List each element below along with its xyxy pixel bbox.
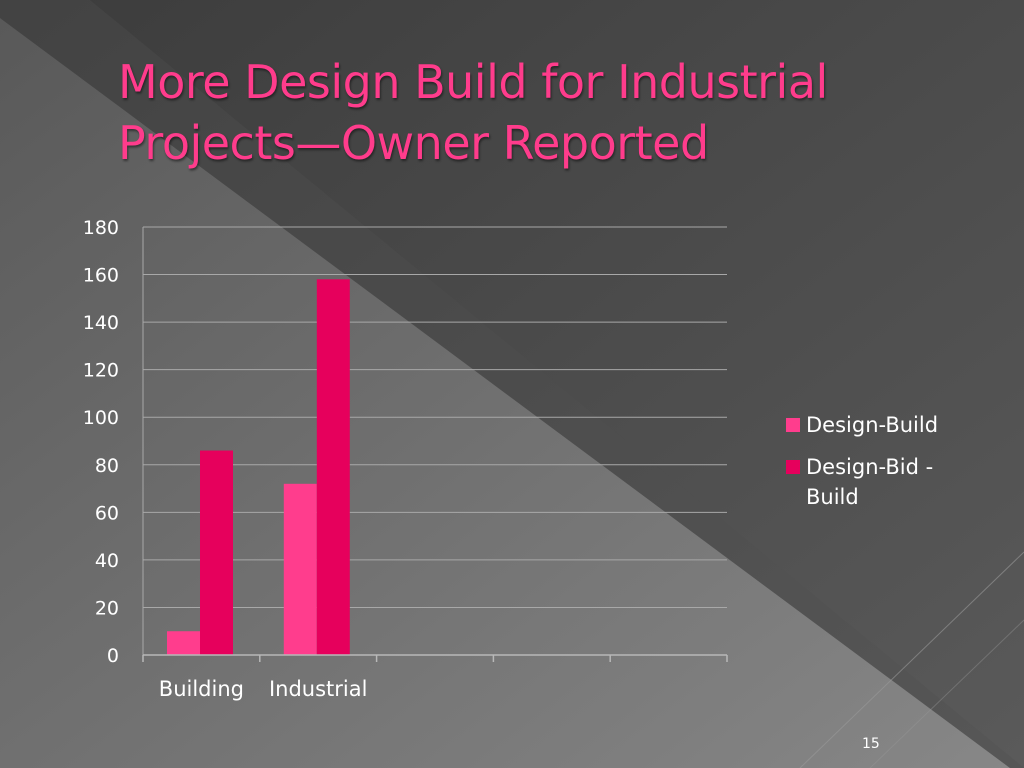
y-tick-label: 120: [83, 360, 119, 382]
x-tick-label: Building: [159, 677, 244, 701]
slide-number: 15: [862, 736, 880, 752]
gridlines: [143, 226, 727, 608]
y-tick-label: 180: [83, 217, 119, 239]
legend-item-design-bid-build: Design-Bid -Build: [786, 452, 976, 512]
y-tick-label: 80: [95, 455, 119, 477]
bar: [316, 279, 350, 655]
y-tick-label: 160: [83, 265, 119, 287]
legend-swatch-design-bid-build: [786, 460, 800, 474]
y-tick-label: 100: [83, 407, 119, 429]
bar: [167, 631, 200, 655]
bar: [200, 450, 233, 655]
bars: [167, 279, 350, 655]
y-tick-label: 20: [95, 597, 119, 619]
legend-label-design-build: Design-Build: [806, 413, 939, 437]
legend-swatch-design-build: [786, 418, 800, 432]
chart-legend: Design-Build Design-Bid -Build: [786, 410, 976, 524]
axis-labels: 0 20 40 60 80 100 120 140 160 180 Building Industri…: [83, 217, 368, 701]
legend-item-design-build: Design-Build: [786, 410, 976, 440]
y-tick-label: 60: [95, 502, 119, 524]
slide-title: More Design Build for Industrial Project…: [118, 55, 828, 170]
bar: [283, 483, 317, 655]
y-tick-label: 40: [95, 550, 119, 572]
x-tick-label: Industrial: [269, 677, 368, 701]
y-tick-label: 0: [107, 645, 119, 667]
legend-label-design-bid-build: Design-Bid -Build: [806, 455, 934, 509]
y-tick-label: 140: [83, 312, 119, 334]
axes: [142, 227, 728, 662]
